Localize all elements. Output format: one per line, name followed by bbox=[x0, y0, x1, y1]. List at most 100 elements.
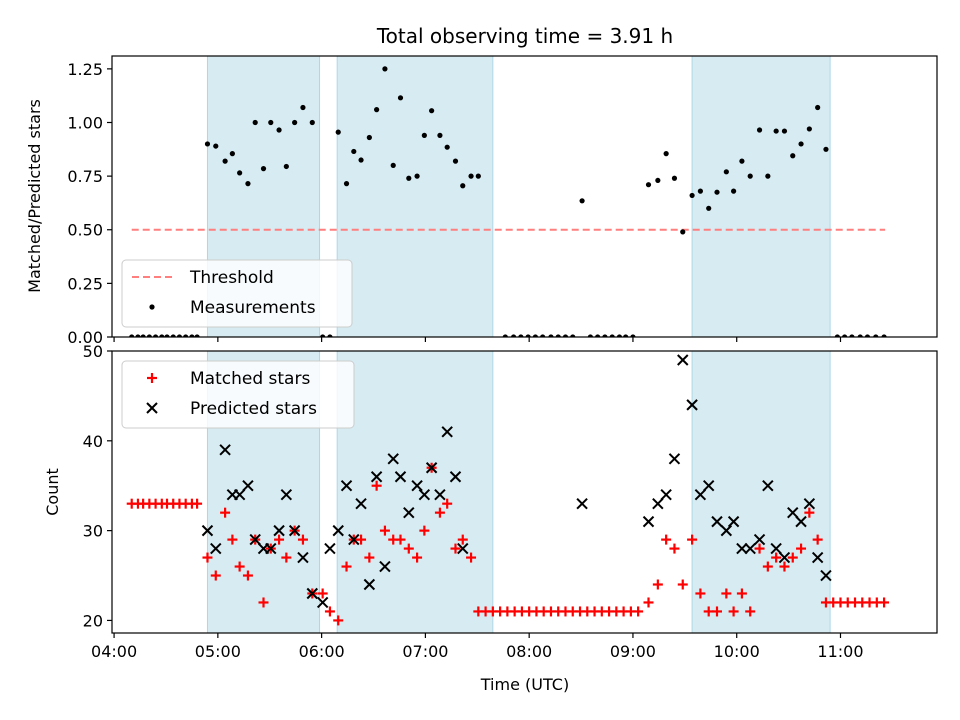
predicted-star-point bbox=[324, 542, 336, 555]
matched-star-point bbox=[412, 552, 423, 563]
measurement-point bbox=[320, 334, 326, 337]
predicted-star-mark-b bbox=[711, 515, 723, 528]
predicted-star-mark-b bbox=[411, 480, 423, 492]
measurement-point bbox=[421, 132, 427, 138]
predicted-star-mark-b bbox=[660, 488, 672, 501]
matched-star-point bbox=[364, 552, 375, 563]
predicted-star-mark-b bbox=[652, 497, 664, 510]
matched-star-point bbox=[274, 534, 285, 545]
measurement-point bbox=[555, 334, 561, 337]
matched-star-point bbox=[403, 543, 414, 554]
predicted-star-point bbox=[280, 488, 293, 501]
bottom-x-tick-label: 10:00 bbox=[714, 642, 760, 661]
measurement-point bbox=[616, 334, 623, 337]
matched-star-point bbox=[728, 606, 739, 617]
predicted-star-mark-b bbox=[249, 533, 261, 546]
measurement-point bbox=[222, 158, 228, 164]
matched-star-point bbox=[669, 543, 680, 554]
predicted-star-point bbox=[201, 524, 214, 537]
top-legend-label: Measurements bbox=[190, 298, 316, 318]
measurement-point bbox=[159, 334, 165, 337]
predicted-star-mark-b bbox=[242, 480, 254, 492]
measurement-point bbox=[252, 119, 258, 126]
matched-star-point bbox=[356, 534, 367, 545]
matched-star-point bbox=[771, 552, 782, 563]
measurement-point bbox=[374, 107, 380, 113]
bottom-x-tick-label: 11:00 bbox=[817, 642, 863, 661]
measurement-point bbox=[518, 334, 524, 337]
measurement-point bbox=[300, 104, 306, 111]
predicted-star-point bbox=[770, 542, 782, 555]
predicted-star-point bbox=[316, 596, 329, 609]
measurement-point bbox=[595, 334, 601, 337]
predicted-star-mark-b bbox=[418, 488, 431, 501]
predicted-star-mark-b bbox=[770, 542, 782, 555]
matched-star-point bbox=[227, 534, 238, 545]
predicted-star-mark-b bbox=[370, 471, 383, 483]
predicted-star-point bbox=[753, 533, 766, 546]
predicted-star-mark-b bbox=[233, 488, 246, 501]
predicted-star-mark-b bbox=[762, 480, 774, 492]
matched-star-point bbox=[457, 534, 468, 545]
x-axis-label: Time (UTC) bbox=[480, 675, 569, 694]
top-plot-area bbox=[129, 56, 887, 337]
predicted-star-point bbox=[642, 515, 655, 528]
matched-star-point bbox=[796, 543, 807, 554]
bottom-panel: 20 30 40 50 04:00 05:00 06:00 07:00 08:00 09:00 10… bbox=[83, 342, 938, 661]
top-observing-interval bbox=[691, 56, 831, 337]
matched-star-point bbox=[721, 588, 732, 599]
predicted-star-point bbox=[668, 453, 681, 465]
measurement-point bbox=[176, 334, 183, 337]
predicted-star-point bbox=[702, 480, 715, 492]
predicted-star-point bbox=[744, 542, 756, 555]
matched-star-point bbox=[812, 534, 823, 545]
measurement-point bbox=[739, 158, 745, 164]
measurement-point bbox=[706, 205, 712, 211]
predicted-star-mark-b bbox=[316, 596, 329, 609]
measurement-point bbox=[823, 146, 829, 152]
matched-star-point bbox=[317, 588, 328, 599]
top-y-tick-label: 1.00 bbox=[67, 113, 103, 132]
bottom-y-tick-label: 20 bbox=[83, 611, 103, 630]
measurement-point bbox=[229, 150, 235, 157]
predicted-star-point bbox=[348, 533, 360, 546]
predicted-star-point bbox=[694, 488, 707, 501]
bottom-legend-frame bbox=[121, 360, 355, 429]
measurement-point bbox=[663, 150, 669, 157]
predicted-star-point bbox=[820, 569, 832, 582]
measurement-point bbox=[237, 170, 243, 176]
predicted-star-point bbox=[457, 542, 469, 555]
predicted-star-point bbox=[576, 497, 588, 510]
measurement-point bbox=[164, 334, 170, 337]
measurement-point bbox=[747, 173, 753, 179]
bottom-x-tick-label: 06:00 bbox=[299, 642, 345, 661]
measurement-point bbox=[630, 334, 636, 337]
predicted-star-mark-b bbox=[753, 533, 766, 546]
measurement-point bbox=[452, 158, 459, 164]
predicted-star-point bbox=[652, 497, 664, 510]
predicted-star-point bbox=[660, 488, 672, 501]
matched-star-point bbox=[787, 552, 798, 563]
measurement-point bbox=[579, 198, 585, 204]
predicted-star-mark-b bbox=[457, 542, 469, 555]
predicted-star-mark-b bbox=[201, 524, 214, 537]
matched-star-point bbox=[281, 552, 292, 563]
predicted-star-mark-b bbox=[820, 569, 832, 582]
matched-star-point bbox=[242, 570, 253, 581]
matched-star-point bbox=[419, 525, 430, 536]
predicted-star-mark-b bbox=[694, 488, 707, 501]
predicted-star-point bbox=[219, 444, 231, 456]
predicted-star-point bbox=[355, 497, 367, 510]
bottom-observing-interval bbox=[336, 351, 494, 633]
predicted-star-point bbox=[425, 462, 438, 474]
predicted-star-mark-b bbox=[803, 497, 816, 510]
predicted-star-point bbox=[210, 542, 222, 555]
matched-star-point bbox=[779, 561, 790, 572]
predicted-star-mark-b bbox=[363, 578, 376, 591]
predicted-star-point bbox=[340, 480, 353, 492]
predicted-star-mark-b bbox=[811, 551, 824, 564]
measurement-point bbox=[857, 334, 863, 337]
measurement-point bbox=[834, 334, 840, 337]
measurement-point bbox=[689, 192, 695, 199]
